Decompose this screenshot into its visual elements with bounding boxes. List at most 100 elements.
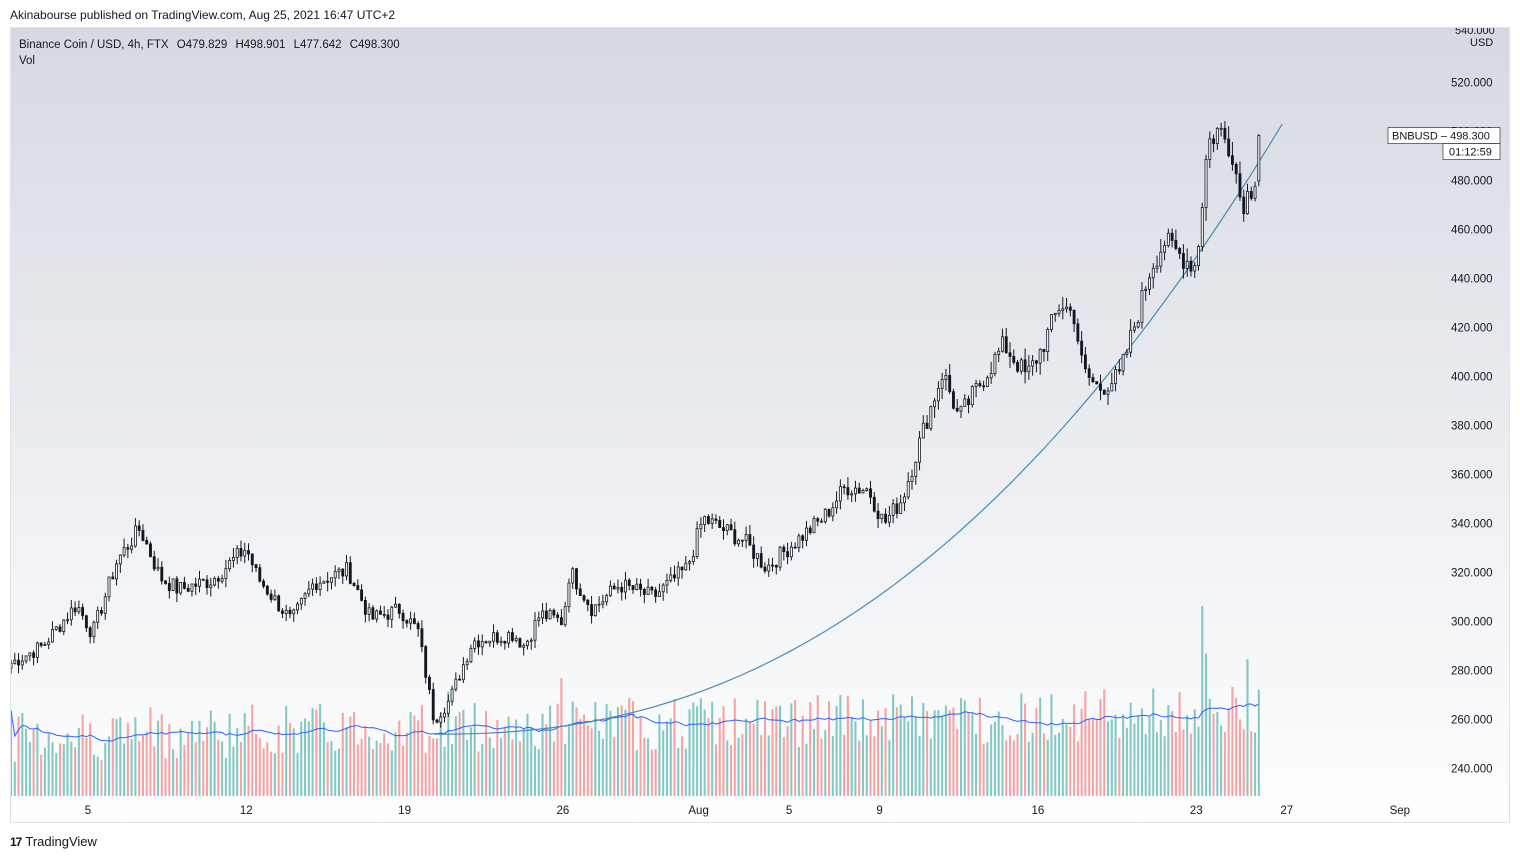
y-tick-label: 260.000 — [1451, 714, 1493, 726]
symbol-title[interactable]: Binance Coin / USD, 4h, FTX — [19, 39, 169, 51]
candle-body — [54, 626, 58, 630]
candle-body — [722, 527, 725, 532]
volume-bar — [997, 711, 1000, 796]
candle-body — [24, 655, 28, 662]
candle-body — [1129, 329, 1133, 353]
volume-bar — [375, 740, 378, 796]
volume-bar — [831, 736, 834, 796]
candle-body — [386, 614, 390, 620]
candle-body — [669, 574, 673, 581]
volume-bar — [948, 710, 951, 796]
volume-bar — [270, 751, 273, 796]
volume-bar — [288, 723, 292, 796]
volume-bar — [1178, 692, 1181, 796]
candle-body — [84, 615, 88, 629]
candle-body — [740, 539, 744, 542]
volume-bar — [1182, 729, 1185, 796]
volume-bar — [55, 753, 58, 796]
candle-body — [891, 503, 895, 516]
candle-body — [88, 627, 92, 638]
candle-body — [1136, 322, 1140, 328]
candle-body — [1212, 138, 1216, 144]
volume-bar — [959, 698, 963, 796]
volume-bar — [684, 748, 687, 796]
candle-body — [982, 385, 986, 388]
candle-body — [17, 659, 20, 666]
candle-body — [929, 406, 933, 429]
candle-body — [955, 407, 959, 412]
volume-bar — [771, 709, 774, 796]
candle-body — [156, 566, 160, 570]
y-tick-label: 340.000 — [1451, 518, 1493, 530]
volume-bar — [319, 704, 322, 796]
candle-body — [209, 584, 213, 588]
candle-body — [235, 548, 239, 558]
candle-body — [646, 586, 650, 595]
volume-bar — [149, 707, 152, 796]
volume-bar — [963, 700, 966, 796]
candle-body — [1163, 245, 1167, 253]
candle-body — [510, 632, 514, 641]
volume-bar — [662, 730, 665, 796]
volume-bar — [386, 743, 390, 796]
candle-body — [220, 578, 224, 582]
volume-bar — [126, 722, 129, 796]
candle-body — [167, 583, 171, 592]
volume-bar — [224, 757, 227, 796]
candle-body — [1080, 340, 1084, 356]
candle-body — [141, 530, 145, 541]
candle-body — [326, 580, 330, 583]
candle-body — [152, 556, 156, 570]
volume-label[interactable]: Vol — [19, 55, 35, 67]
candle-body — [1219, 127, 1223, 130]
candle-body — [337, 568, 341, 572]
countdown-box — [1442, 143, 1501, 160]
volume-bar — [515, 719, 518, 796]
candle-body — [360, 589, 364, 601]
candle-body — [443, 712, 446, 718]
volume-bar — [877, 710, 880, 796]
y-tick-label: 420.000 — [1451, 322, 1493, 334]
volume-bar — [51, 742, 54, 796]
candle-body — [409, 618, 413, 624]
candle-body — [397, 603, 401, 614]
candle-body — [477, 640, 480, 648]
volume-bar — [341, 712, 344, 796]
candle-body — [412, 618, 416, 624]
volume-bar — [454, 716, 457, 796]
candle-body — [1016, 361, 1019, 372]
volume-bar — [1250, 731, 1253, 796]
volume-bar — [530, 726, 533, 796]
volume-bar — [435, 738, 439, 796]
candle-body — [801, 535, 805, 541]
volume-bar — [77, 727, 80, 796]
candle-body — [1189, 260, 1193, 272]
candle-body — [205, 579, 209, 588]
volume-bar — [1103, 689, 1106, 796]
candle-body — [122, 547, 126, 556]
brand-name[interactable]: TradingView — [25, 834, 97, 849]
x-tick-label: Sep — [1390, 805, 1410, 817]
candle-body — [1091, 377, 1095, 383]
y-tick-label: 460.000 — [1451, 224, 1493, 236]
candle-body — [1072, 309, 1076, 325]
candle-body — [676, 566, 680, 579]
volume-ma-line — [11, 703, 1260, 742]
volume-bar — [533, 746, 537, 796]
volume-bar — [564, 743, 567, 796]
parabolic-trendline — [433, 123, 1283, 735]
volume-bar — [1035, 707, 1038, 796]
volume-bar — [582, 714, 586, 796]
x-tick-label: 12 — [240, 805, 253, 817]
volume-bar — [526, 713, 529, 796]
chart-frame[interactable]: 240.000 260.000 280.000 300.000 320.000 340.0… — [10, 27, 1510, 823]
price-chart[interactable]: 240.000 260.000 280.000 300.000 320.000 340.0… — [11, 28, 1510, 823]
candle-body — [703, 516, 707, 525]
candle-body — [13, 659, 17, 664]
volume-bar — [205, 727, 209, 796]
volume-bar — [1050, 694, 1053, 796]
candle-body — [771, 564, 774, 567]
volume-bar — [726, 740, 729, 796]
volume-bar — [688, 709, 691, 796]
volume-bar — [613, 737, 616, 796]
